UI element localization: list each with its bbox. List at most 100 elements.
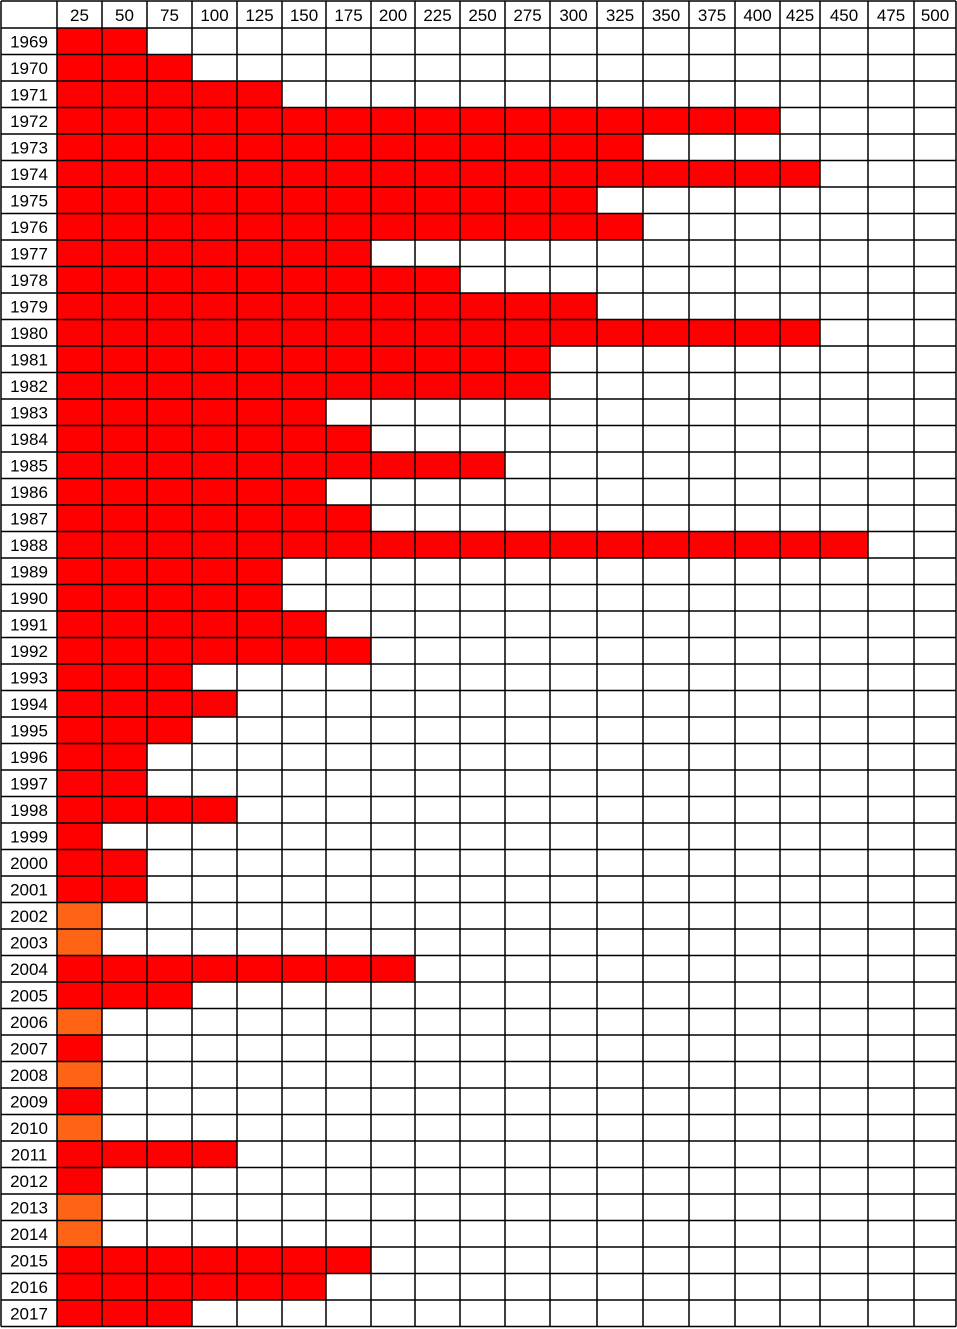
column-header-label: 375 bbox=[698, 6, 726, 25]
heatmap-cell bbox=[57, 1141, 102, 1168]
row-year-label: 1983 bbox=[10, 403, 48, 422]
heatmap-cell bbox=[282, 372, 326, 399]
heatmap-cell bbox=[102, 637, 147, 664]
heatmap-cell bbox=[505, 213, 550, 240]
heatmap-cell bbox=[689, 531, 735, 558]
row-year-label: 2016 bbox=[10, 1278, 48, 1297]
heatmap-cell bbox=[282, 319, 326, 346]
heatmap-cell bbox=[57, 266, 102, 293]
heatmap-cell bbox=[147, 505, 192, 532]
heatmap-cell bbox=[550, 213, 597, 240]
row-year-label: 1989 bbox=[10, 562, 48, 581]
heatmap-cell bbox=[57, 1035, 102, 1062]
heatmap-cell bbox=[326, 531, 371, 558]
heatmap-cell bbox=[57, 1167, 102, 1194]
heatmap-cell bbox=[371, 134, 415, 161]
row-year-label: 1988 bbox=[10, 536, 48, 555]
heatmap-cell bbox=[102, 743, 147, 770]
heatmap-cell bbox=[192, 81, 237, 108]
heatmap-cell bbox=[415, 452, 460, 479]
heatmap-cell bbox=[597, 107, 643, 134]
heatmap-cell bbox=[460, 531, 505, 558]
heatmap-cell bbox=[371, 293, 415, 320]
heatmap-cell bbox=[57, 743, 102, 770]
heatmap-cell bbox=[689, 319, 735, 346]
heatmap-cell bbox=[505, 372, 550, 399]
heatmap-cell bbox=[192, 584, 237, 611]
row-year-label: 2012 bbox=[10, 1172, 48, 1191]
heatmap-cell bbox=[57, 1273, 102, 1300]
heatmap-cell bbox=[282, 240, 326, 267]
heatmap-cell bbox=[237, 319, 282, 346]
heatmap-cell bbox=[550, 107, 597, 134]
heatmap-cell bbox=[192, 372, 237, 399]
heatmap-cell bbox=[57, 1247, 102, 1274]
heatmap-cell bbox=[415, 531, 460, 558]
heatmap-cell bbox=[237, 531, 282, 558]
row-year-label: 1969 bbox=[10, 32, 48, 51]
row-year-label: 1993 bbox=[10, 668, 48, 687]
heatmap-cell bbox=[371, 107, 415, 134]
heatmap-cell bbox=[192, 293, 237, 320]
heatmap-cell bbox=[147, 399, 192, 426]
heatmap-cell bbox=[371, 266, 415, 293]
heatmap-cell bbox=[192, 319, 237, 346]
heatmap-cell bbox=[102, 664, 147, 691]
heatmap-cell bbox=[57, 425, 102, 452]
heatmap-cell bbox=[282, 107, 326, 134]
heatmap-cell bbox=[282, 611, 326, 638]
heatmap-cell bbox=[460, 160, 505, 187]
heatmap-cell bbox=[192, 1247, 237, 1274]
heatmap-cell bbox=[57, 717, 102, 744]
heatmap-cell bbox=[102, 266, 147, 293]
heatmap-cell bbox=[192, 531, 237, 558]
heatmap-cell bbox=[735, 319, 780, 346]
heatmap-cell bbox=[415, 213, 460, 240]
heatmap-cell bbox=[505, 107, 550, 134]
heatmap-cell bbox=[102, 558, 147, 585]
heatmap-cell bbox=[57, 372, 102, 399]
row-year-label: 1998 bbox=[10, 801, 48, 820]
heatmap-cell bbox=[282, 134, 326, 161]
column-header-label: 225 bbox=[423, 6, 451, 25]
heatmap-cell bbox=[237, 955, 282, 982]
heatmap-cell bbox=[237, 637, 282, 664]
column-header-label: 200 bbox=[379, 6, 407, 25]
heatmap-cell bbox=[102, 160, 147, 187]
row-year-label: 1980 bbox=[10, 324, 48, 343]
heatmap-cell bbox=[415, 293, 460, 320]
heatmap-cell bbox=[460, 134, 505, 161]
heatmap-cell bbox=[282, 505, 326, 532]
heatmap-cell bbox=[102, 717, 147, 744]
heatmap-cell bbox=[102, 770, 147, 797]
row-year-label: 2010 bbox=[10, 1119, 48, 1138]
heatmap-cell bbox=[237, 160, 282, 187]
heatmap-cell bbox=[57, 160, 102, 187]
heatmap-cell bbox=[735, 531, 780, 558]
heatmap-cell bbox=[57, 452, 102, 479]
heatmap-cell bbox=[57, 637, 102, 664]
heatmap-cell bbox=[192, 637, 237, 664]
heatmap-cell bbox=[102, 1141, 147, 1168]
heatmap-cell bbox=[505, 531, 550, 558]
column-header-label: 25 bbox=[70, 6, 89, 25]
heatmap-cell bbox=[505, 134, 550, 161]
heatmap-cell bbox=[550, 160, 597, 187]
heatmap-cell bbox=[282, 1273, 326, 1300]
heatmap-cell bbox=[102, 425, 147, 452]
heatmap-cell bbox=[102, 505, 147, 532]
column-header-label: 50 bbox=[115, 6, 134, 25]
heatmap-cell bbox=[237, 425, 282, 452]
heatmap-cell bbox=[102, 107, 147, 134]
heatmap-cell bbox=[282, 187, 326, 214]
heatmap-cell bbox=[102, 531, 147, 558]
heatmap-cell bbox=[415, 107, 460, 134]
heatmap-cell bbox=[326, 240, 371, 267]
heatmap-cell bbox=[57, 849, 102, 876]
heatmap-cell bbox=[550, 134, 597, 161]
row-year-label: 1996 bbox=[10, 748, 48, 767]
heatmap-cell bbox=[643, 531, 689, 558]
column-header-label: 175 bbox=[334, 6, 362, 25]
heatmap-cell bbox=[102, 346, 147, 373]
row-year-label: 1972 bbox=[10, 112, 48, 131]
